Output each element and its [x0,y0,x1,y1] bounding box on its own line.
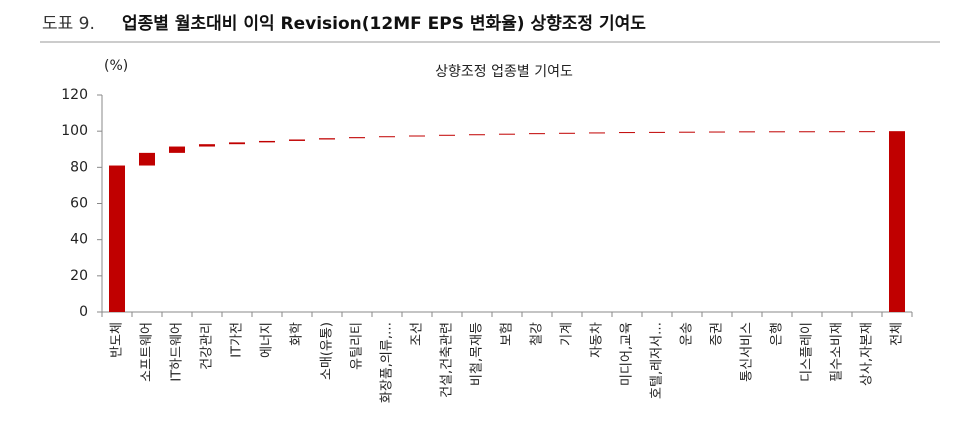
bar [529,133,545,135]
bar [619,132,635,134]
figure-title: 업종별 월초대비 이익 Revision(12MF EPS 변화율) 상향조정 … [122,13,646,34]
bar [769,131,785,133]
x-tick-label: 운송 [680,322,695,346]
bar [109,165,125,312]
y-tick-label: 40 [70,232,88,248]
x-tick-label: 기계 [560,322,575,346]
bar [439,134,455,136]
bar [829,131,845,133]
x-tick-label: 화장품,의류,… [380,322,395,403]
bar [739,131,755,133]
x-tick-label: 화학 [290,322,305,346]
y-tick-label: 60 [70,196,88,212]
bar [709,131,725,133]
x-tick-label: 통신서비스 [740,322,755,382]
bar [469,134,485,136]
bar [259,140,275,143]
x-tick-label: 미디어,교육 [620,322,635,386]
bar [169,146,185,153]
x-tick-label: 에너지 [260,322,275,358]
y-tick-label: 80 [70,159,88,175]
y-tick-label: 120 [61,87,88,103]
x-tick-label: 건설,건축관련 [440,322,455,398]
x-tick-label: 건강관리 [200,322,215,370]
bar [589,132,605,134]
y-tick-label: 0 [79,304,88,320]
bar [319,138,335,140]
x-tick-label: 소매(유통) [320,322,335,380]
x-tick-label: 소프트웨어 [140,322,155,382]
x-tick-label: 증권 [710,322,725,346]
bar [379,136,395,138]
chart-title: 상향조정 업종별 기여도 [435,64,573,80]
x-tick-label: 상사,자본재 [860,322,875,386]
bar [289,139,305,141]
bar [349,137,365,139]
x-tick-label: 비철,목재등 [470,322,485,386]
bar [679,131,695,133]
bar [889,131,905,312]
bar [859,131,875,133]
x-tick-label: 유틸리티 [350,322,365,370]
bar [649,131,665,133]
bar [409,135,425,137]
x-tick-label: 전체 [890,322,905,346]
x-tick-label: 자동차 [590,322,605,358]
x-tick-label: 호텔,레저서… [650,322,665,399]
y-tick-label: 20 [70,268,88,284]
x-tick-label: 조선 [410,322,425,346]
y-tick-label: 100 [61,123,88,139]
bar [799,131,815,133]
bar [559,132,575,134]
bar [229,142,245,145]
x-tick-label: 철강 [530,322,545,346]
x-tick-label: 반도체 [110,322,125,358]
bar [499,133,515,135]
x-tick-label: 보험 [500,322,515,346]
bar [199,144,215,147]
y-unit: (%) [104,58,128,74]
x-tick-label: IT가전 [230,322,245,358]
x-tick-label: 디스플레이 [800,322,815,382]
x-tick-label: IT하드웨어 [170,322,185,382]
bar [139,152,155,166]
x-tick-label: 은행 [769,322,785,346]
figure-label: 도표 9. [42,14,95,34]
x-tick-label: 필수소비재 [830,322,845,382]
